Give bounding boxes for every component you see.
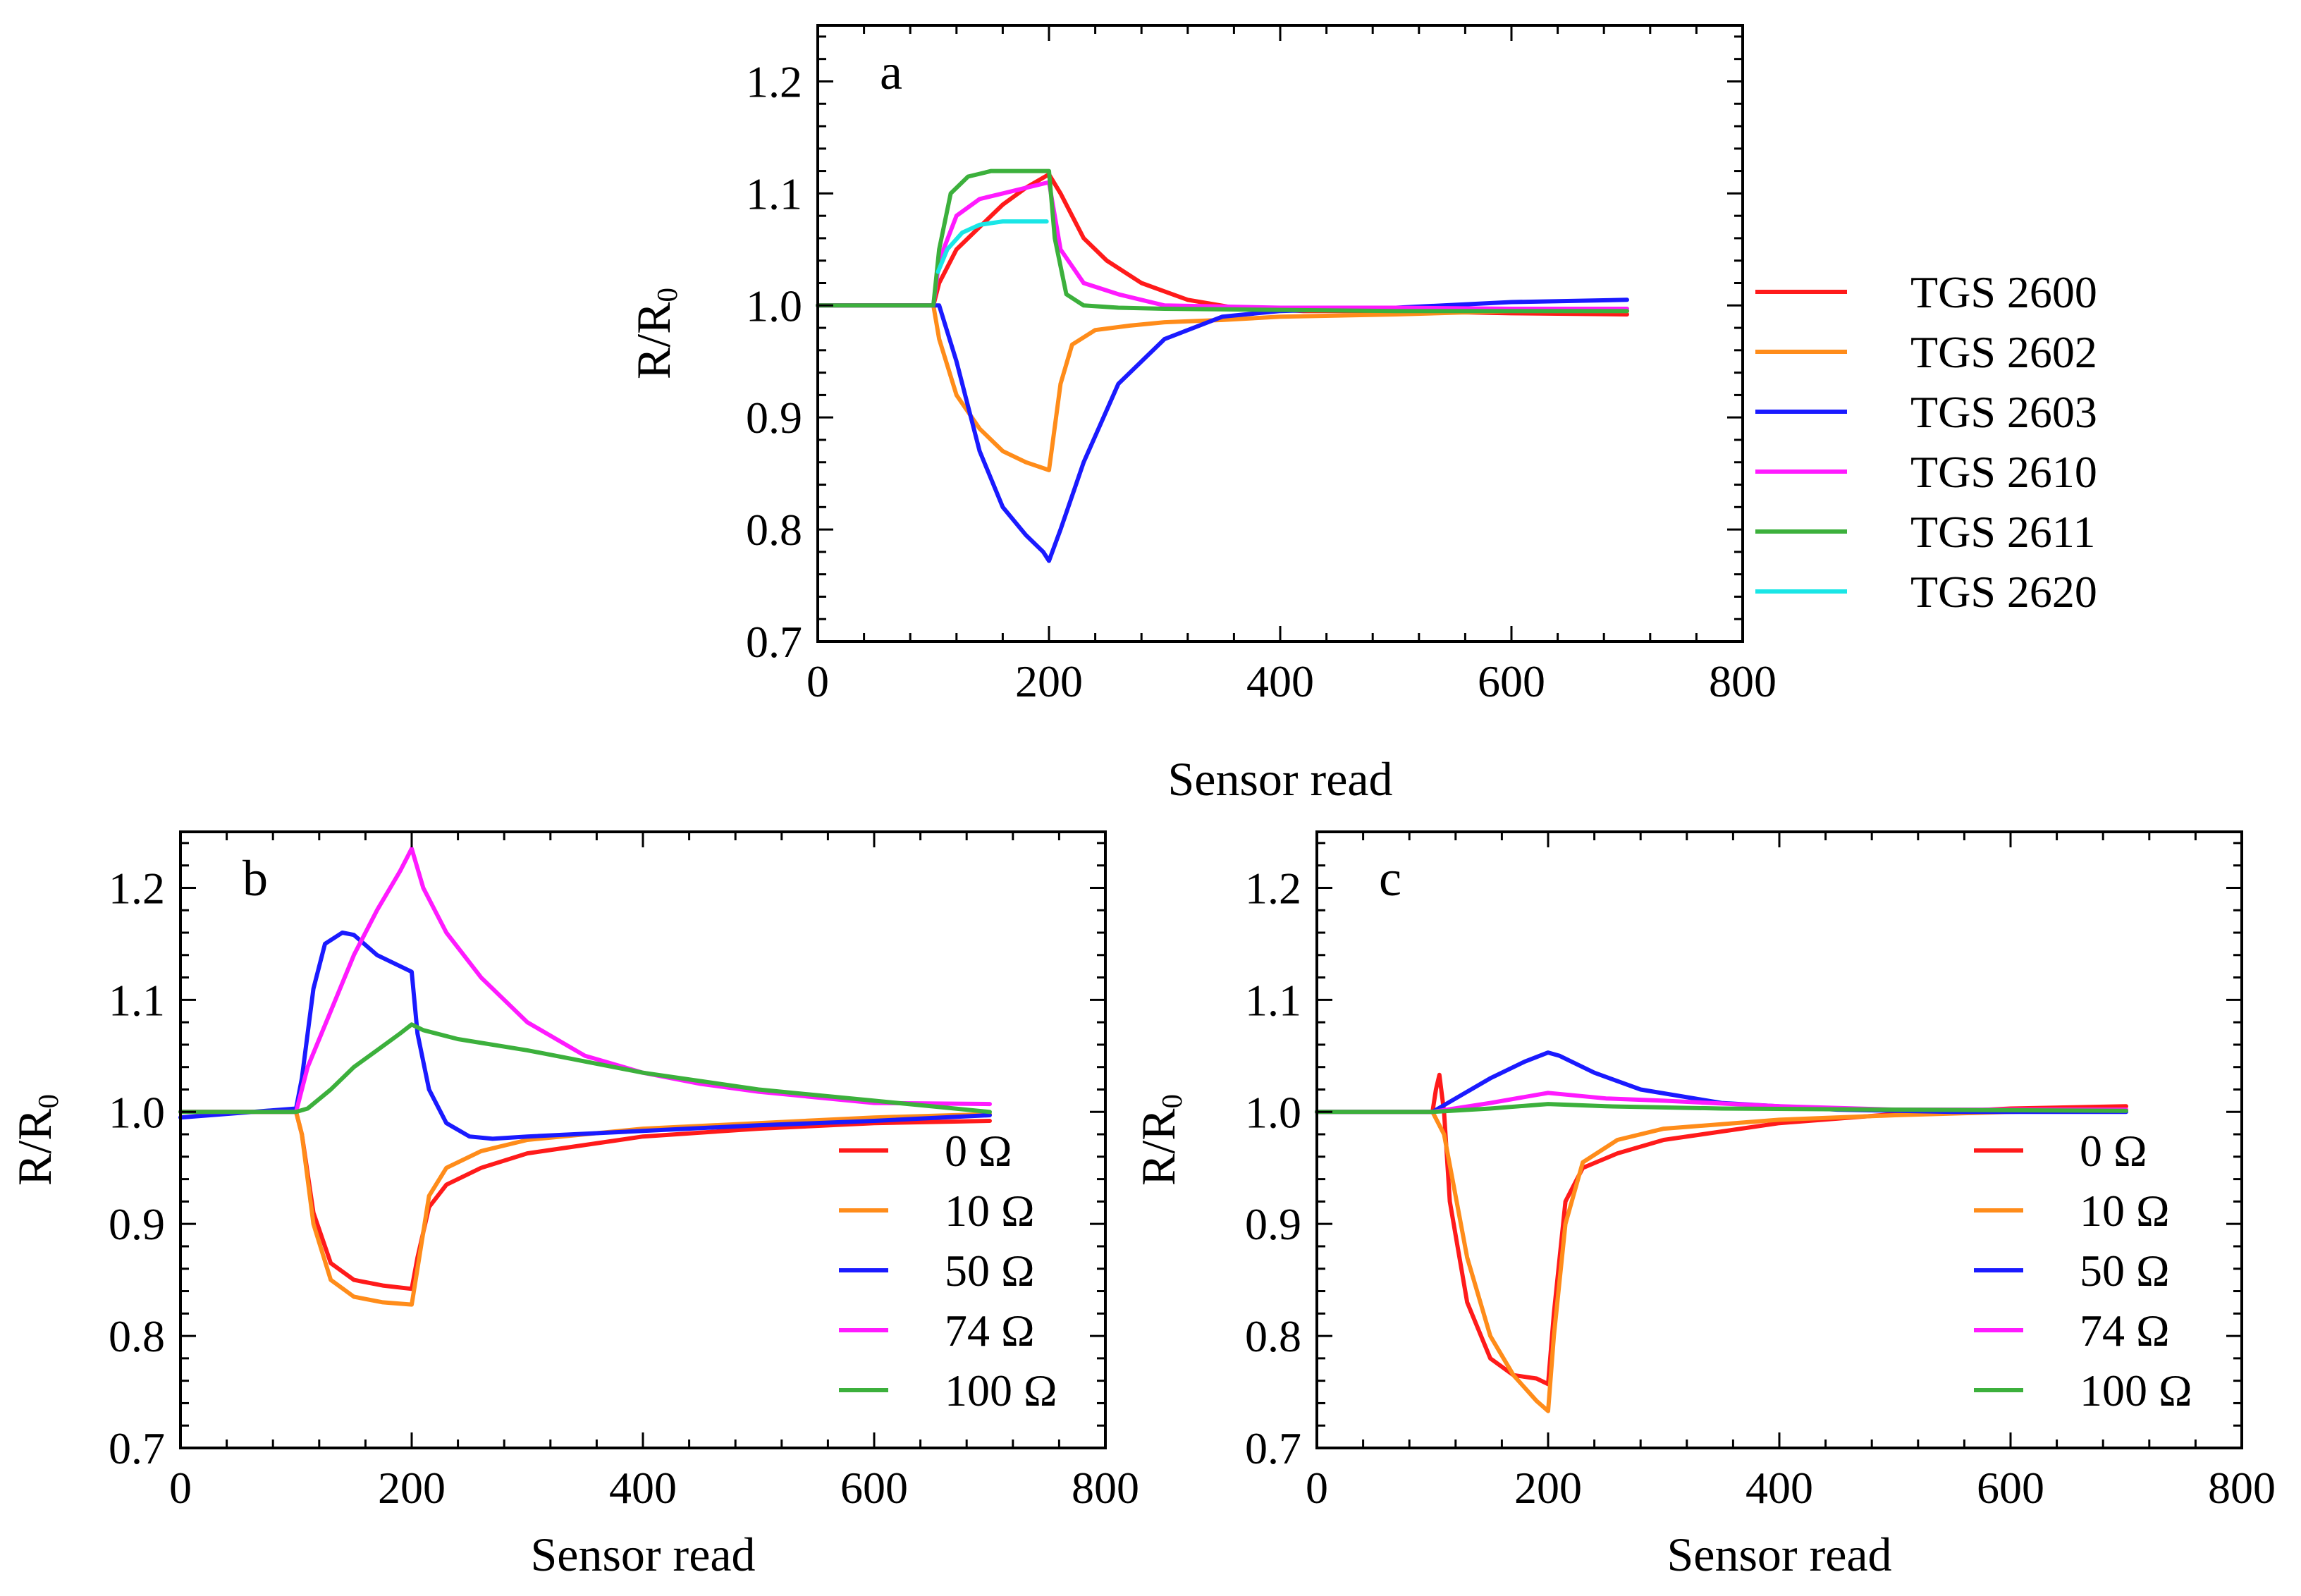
tick-marks xyxy=(816,25,1744,643)
x-tick-label: 200 xyxy=(1015,656,1083,706)
y-axis-label: R/R0 xyxy=(1131,1094,1188,1186)
x-tick-label: 800 xyxy=(1072,1463,1139,1513)
y-tick-label: 0.8 xyxy=(1245,1311,1301,1361)
y-tick-label: 0.7 xyxy=(746,617,802,667)
y-tick-label: 1.0 xyxy=(746,281,802,331)
x-tick-label: 0 xyxy=(806,656,829,706)
legend-entry: 0 Ω xyxy=(945,1126,1012,1176)
x-tick-label: 800 xyxy=(2208,1463,2276,1513)
y-tick-label: 1.0 xyxy=(1245,1087,1301,1137)
y-tick-label: 1.1 xyxy=(109,975,165,1025)
panel-label: a xyxy=(880,44,902,100)
series-line-100- xyxy=(178,1022,992,1115)
chart-panel-b: 0 200 400 600 800 0.7 0.8 0.9 1.0 1.1 1.2 b Sensor r… xyxy=(8,830,1139,1581)
y-tick-label: 0.9 xyxy=(1245,1199,1301,1249)
series-line-10- xyxy=(1315,1107,2128,1413)
x-tick-label: 200 xyxy=(1514,1463,1582,1513)
x-tick-label: 400 xyxy=(609,1463,677,1513)
tick-marks xyxy=(1315,832,2243,1449)
legend-entry: TGS 2610 xyxy=(1910,447,2097,497)
legend-entry: 0 Ω xyxy=(2080,1126,2147,1176)
panel-label: b xyxy=(243,850,268,907)
series-line-50- xyxy=(178,931,992,1141)
series-group xyxy=(1315,1050,2128,1413)
series-group xyxy=(178,846,992,1307)
chart-panel-a: 0 200 400 600 800 0.7 0.8 0.9 1.0 1.1 1.2 a Sensor r… xyxy=(627,24,2097,806)
legend-entry: TGS 2620 xyxy=(1910,567,2097,617)
x-tick-label: 200 xyxy=(378,1463,446,1513)
plot-frame xyxy=(816,24,1744,643)
x-tick-label: 0 xyxy=(169,1463,192,1513)
x-tick-label: 400 xyxy=(1246,656,1314,706)
chart-panel-c: 0 200 400 600 800 0.7 0.8 0.9 1.0 1.1 1.2 c Sensor r… xyxy=(1131,830,2276,1581)
series-line-0- xyxy=(1315,1072,2128,1387)
series-group xyxy=(816,168,1629,563)
y-tick-label: 0.7 xyxy=(1245,1423,1301,1473)
series-line-74- xyxy=(178,846,992,1115)
y-tick-label: 0.8 xyxy=(746,505,802,555)
legend-entry: 74 Ω xyxy=(2080,1306,2170,1356)
x-axis-label: Sensor read xyxy=(530,1528,755,1581)
x-tick-label: 0 xyxy=(1306,1463,1328,1513)
x-tick-label: 600 xyxy=(1977,1463,2044,1513)
legend-entry: 100 Ω xyxy=(2080,1365,2192,1416)
legend: 0 Ω 10 Ω 50 Ω 74 Ω 100 Ω xyxy=(839,1126,1057,1416)
panel-label: c xyxy=(1379,850,1401,907)
legend-entry: 74 Ω xyxy=(945,1306,1035,1356)
legend-entry: 50 Ω xyxy=(2080,1246,2170,1296)
y-tick-label: 1.1 xyxy=(746,168,802,219)
y-tick-label: 1.0 xyxy=(109,1087,165,1137)
y-axis-label: R/R0 xyxy=(8,1094,64,1186)
legend-entry: TGS 2603 xyxy=(1910,387,2097,437)
legend: TGS 2600 TGS 2602 TGS 2603 TGS 2610 TGS 2611… xyxy=(1755,267,2097,617)
x-tick-label: 800 xyxy=(1709,656,1777,706)
legend-entry: TGS 2611 xyxy=(1910,507,2096,557)
legend-entry: 50 Ω xyxy=(945,1246,1035,1296)
y-tick-label: 1.1 xyxy=(1245,975,1301,1025)
x-tick-label: 600 xyxy=(840,1463,908,1513)
x-axis-label: Sensor read xyxy=(1167,752,1392,806)
series-line-tgs-2611 xyxy=(816,168,1629,314)
legend-entry: TGS 2600 xyxy=(1910,267,2097,317)
legend-entry: TGS 2602 xyxy=(1910,327,2097,377)
x-tick-label: 400 xyxy=(1745,1463,1813,1513)
x-axis-label: Sensor read xyxy=(1667,1528,1891,1581)
y-tick-label: 1.2 xyxy=(1245,863,1301,913)
y-tick-label: 0.9 xyxy=(109,1199,165,1249)
legend-entry: 10 Ω xyxy=(2080,1186,2170,1236)
tick-marks xyxy=(179,832,1107,1449)
legend-entry: 10 Ω xyxy=(945,1186,1035,1236)
series-line-10- xyxy=(178,1110,992,1307)
series-line-100- xyxy=(1315,1102,2128,1115)
y-tick-label: 1.2 xyxy=(746,56,802,106)
legend-entry: 100 Ω xyxy=(945,1365,1057,1416)
x-tick-label: 600 xyxy=(1478,656,1545,706)
y-tick-label: 0.8 xyxy=(109,1311,165,1361)
series-line-tgs-2602 xyxy=(816,303,1629,472)
series-line-tgs-2620 xyxy=(935,219,1049,274)
y-axis-label: R/R0 xyxy=(627,288,683,379)
y-tick-label: 0.9 xyxy=(746,393,802,443)
y-tick-label: 0.7 xyxy=(109,1423,165,1473)
y-tick-label: 1.2 xyxy=(109,863,165,913)
legend: 0 Ω 10 Ω 50 Ω 74 Ω 100 Ω xyxy=(1974,1126,2192,1416)
